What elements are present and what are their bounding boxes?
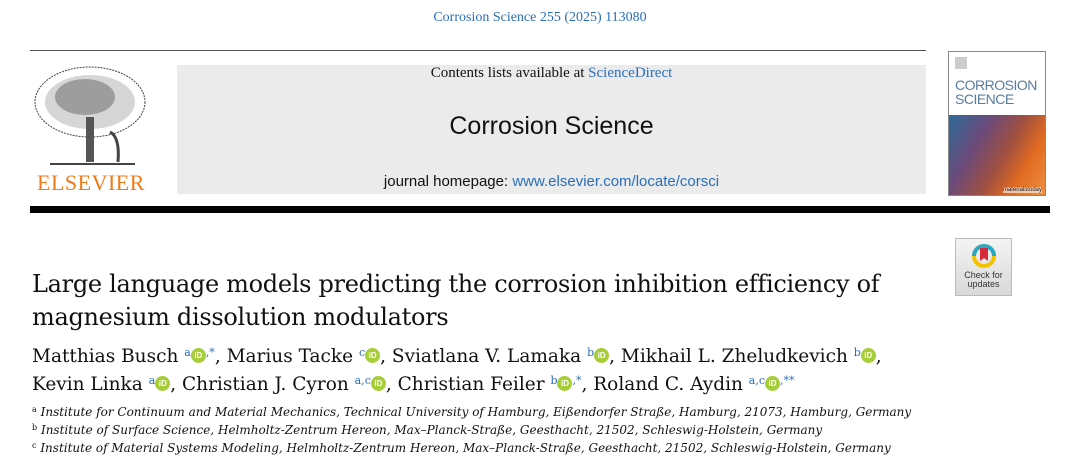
affiliation-b: b Institute of Surface Science, Helmholt… xyxy=(32,423,822,437)
separator: , xyxy=(581,374,594,395)
author-name[interactable]: Sviatlana V. Lamaka xyxy=(391,346,582,367)
article-title: Large language models predicting the cor… xyxy=(32,268,880,334)
cover-title: CORROSION SCIENCE xyxy=(955,78,1037,106)
orcid-icon[interactable]: iD xyxy=(860,348,876,363)
author-name[interactable]: Christian Feiler xyxy=(397,374,545,395)
title-line2: magnesium dissolution modulators xyxy=(32,303,449,331)
author: Marius Tacke c iD, xyxy=(227,346,392,367)
orcid-icon[interactable]: iD xyxy=(365,348,381,363)
author-affiliation-marker[interactable]: a,c xyxy=(354,374,371,387)
affiliation-key: c xyxy=(32,441,37,450)
orcid-icon[interactable]: iD xyxy=(155,376,171,391)
journal-cover[interactable]: CORROSION SCIENCE materialstoday xyxy=(948,51,1046,196)
author: Matthias Busch a iD ,*, xyxy=(32,346,227,367)
affiliation-text: Institute for Continuum and Material Mec… xyxy=(40,405,912,419)
separator: , xyxy=(609,346,621,367)
author-affiliation-marker[interactable]: c xyxy=(358,346,366,359)
author-affiliation-marker[interactable]: a,c xyxy=(748,374,766,387)
divider xyxy=(30,50,926,51)
sciencedirect-link[interactable]: ScienceDirect xyxy=(588,65,673,81)
affiliation-text: Institute of Material Systems Modeling, … xyxy=(40,441,891,455)
author-affiliation-marker[interactable]: a xyxy=(148,374,156,387)
separator: , xyxy=(170,374,183,395)
affiliation-c: c Institute of Material Systems Modeling… xyxy=(32,441,891,455)
affiliation-key: a xyxy=(32,405,37,414)
author: Christian Feiler b iD ,*, xyxy=(398,374,594,395)
author: Roland C. Aydin a,c iD ,** xyxy=(593,374,794,395)
elsevier-mini-logo xyxy=(955,57,967,69)
author: Mikhail L. Zheludkevich b iD, xyxy=(621,346,882,367)
tree-icon xyxy=(34,66,146,165)
crossmark-icon xyxy=(971,244,996,268)
author-line-2: Kevin Linka a iD, Christian J. Cyron a,c i… xyxy=(32,374,795,395)
check-for-updates-button[interactable]: Check for updates xyxy=(955,238,1012,296)
corresponding-author-marker[interactable]: ,** xyxy=(780,374,795,387)
author-name[interactable]: Matthias Busch xyxy=(32,346,179,367)
homepage-line: journal homepage: www.elsevier.com/locat… xyxy=(177,173,926,190)
corresponding-author-marker[interactable]: ,* xyxy=(205,346,215,359)
author-name[interactable]: Kevin Linka xyxy=(32,374,143,395)
journal-citation[interactable]: Corrosion Science 255 (2025) 113080 xyxy=(433,10,647,25)
author-affiliation-marker[interactable]: b xyxy=(853,346,861,359)
author: Sviatlana V. Lamaka b iD, xyxy=(392,346,621,367)
journal-header-box: Contents lists available at ScienceDirec… xyxy=(177,65,926,194)
check-updates-line1: Check for xyxy=(964,270,1003,280)
cover-title-line2: SCIENCE xyxy=(955,91,1014,107)
header-rule xyxy=(30,206,1050,213)
separator: , xyxy=(214,346,227,367)
orcid-icon[interactable]: iD xyxy=(557,376,573,391)
orcid-icon[interactable]: iD xyxy=(765,376,781,391)
separator: , xyxy=(875,346,882,367)
author-affiliation-marker[interactable]: b xyxy=(587,346,595,359)
separator: , xyxy=(380,346,392,367)
author-affiliation-marker[interactable]: a xyxy=(184,346,191,359)
affiliation-a: a Institute for Continuum and Material M… xyxy=(32,405,911,419)
orcid-icon[interactable]: iD xyxy=(190,348,206,363)
affiliation-key: b xyxy=(32,423,38,432)
author-name[interactable]: Mikhail L. Zheludkevich xyxy=(620,346,848,367)
journal-name: Corrosion Science xyxy=(449,112,654,140)
check-updates-line2: updates xyxy=(967,279,1000,289)
cover-image xyxy=(949,115,1045,195)
corresponding-author-marker[interactable]: ,* xyxy=(572,374,582,387)
author: Kevin Linka a iD, xyxy=(32,374,182,395)
affiliation-text: Institute of Surface Science, Helmholtz-… xyxy=(40,423,823,437)
elsevier-logo: ELSEVIER xyxy=(30,62,152,196)
publisher-name: ELSEVIER xyxy=(37,170,145,195)
cover-title-line1: CORROSION xyxy=(955,77,1037,93)
author-line-1: Matthias Busch a iD ,*, Marius Tacke c iD, … xyxy=(32,346,882,367)
author-name[interactable]: Roland C. Aydin xyxy=(593,374,743,395)
homepage-prefix: journal homepage: xyxy=(383,173,513,190)
orcid-icon[interactable]: iD xyxy=(594,348,610,363)
contents-prefix: Contents lists available at xyxy=(430,65,589,81)
author-affiliation-marker[interactable]: b xyxy=(550,374,558,387)
separator: , xyxy=(385,374,398,395)
author: Christian J. Cyron a,c iD, xyxy=(182,374,398,395)
orcid-icon[interactable]: iD xyxy=(370,376,386,391)
contents-line: Contents lists available at ScienceDirec… xyxy=(177,65,926,82)
author-name[interactable]: Marius Tacke xyxy=(226,346,354,367)
author-name[interactable]: Christian J. Cyron xyxy=(182,374,349,395)
homepage-link[interactable]: www.elsevier.com/locate/corsci xyxy=(512,173,720,190)
title-line1: Large language models predicting the cor… xyxy=(32,270,880,298)
materials-today-logo: materialstoday xyxy=(1002,187,1042,193)
